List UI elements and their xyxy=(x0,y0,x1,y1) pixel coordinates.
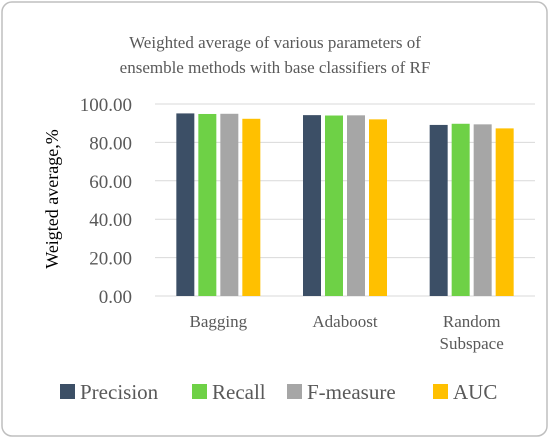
bar-precision xyxy=(176,113,195,297)
y-tick-label: 0.00 xyxy=(99,287,132,308)
bar-recall xyxy=(451,123,470,296)
bar-f-measure xyxy=(347,115,365,296)
y-tick-label: 60.00 xyxy=(89,172,132,193)
bar-auc xyxy=(242,118,261,296)
category-label: Subspace xyxy=(440,334,504,353)
y-tick-label: 20.00 xyxy=(89,249,132,270)
legend-label: AUC xyxy=(453,380,497,404)
bar-f-measure xyxy=(220,113,239,297)
legend: Precision Recall F-measure AUC xyxy=(60,380,497,404)
y-axis-ticks: 0.00 20.00 40.00 60.00 80.00 100.00 xyxy=(80,95,132,308)
bar-precision xyxy=(429,124,448,296)
category-label: Random xyxy=(443,312,501,331)
y-tick-label: 40.00 xyxy=(89,210,132,231)
bar-recall xyxy=(325,115,343,297)
legend-swatch xyxy=(287,384,302,399)
y-axis-label: Weigted average,% xyxy=(42,129,62,268)
category-label: Bagging xyxy=(190,312,248,331)
legend-label: F-measure xyxy=(307,380,396,404)
gridlines xyxy=(155,103,535,297)
legend-swatch xyxy=(60,384,75,399)
category-label: Adaboost xyxy=(312,312,377,331)
bars xyxy=(176,113,514,297)
legend-swatch xyxy=(192,384,207,399)
chart-title-line-2: ensemble methods with base classifiers o… xyxy=(120,58,431,77)
bar-auc xyxy=(369,119,387,296)
y-tick-label: 100.00 xyxy=(80,95,132,116)
legend-label: Recall xyxy=(212,380,266,404)
legend-label: Precision xyxy=(80,380,159,404)
legend-swatch xyxy=(433,384,448,399)
bar-f-measure xyxy=(473,124,492,297)
y-tick-label: 80.00 xyxy=(89,133,132,154)
bar-precision xyxy=(303,115,321,296)
bar-recall xyxy=(198,113,217,296)
bar-auc xyxy=(495,128,514,296)
chart-title-line-1: Weighted average of various parameters o… xyxy=(129,33,421,52)
x-axis-categories: Bagging Adaboost Random Subspace xyxy=(190,312,504,353)
